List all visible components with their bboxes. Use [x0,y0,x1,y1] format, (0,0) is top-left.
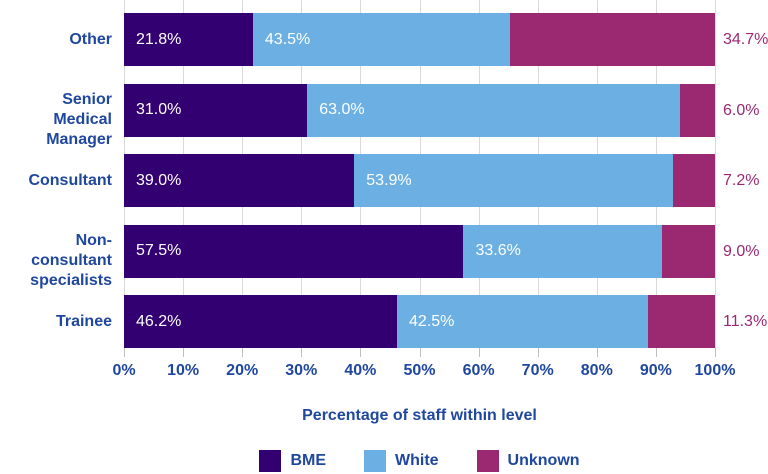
legend-label-white: White [395,452,439,469]
bar-value-label: 33.6% [475,242,521,259]
bar-segment-white-consultant: 53.9% [354,154,673,207]
axis-tick [655,348,657,357]
category-label-line: Manager [46,131,112,148]
bar-value-label: 21.8% [136,30,182,48]
outside-value-label: 34.7% [723,31,768,48]
outside-value-label: 6.0% [723,101,760,119]
bar-value-label: 53.9% [366,171,412,189]
x-tick-label: 0% [112,362,136,379]
axis-tick [360,348,362,357]
x-tick-label: 30% [285,362,318,379]
gridline [715,0,716,348]
bar-value-label: 39.0% [136,171,182,189]
category-label-trainee: Trainee [0,312,112,332]
bar-row-trainee: 46.2% 42.5% [124,295,715,348]
bar-value-label: 31.0% [136,101,182,118]
legend-label-unknown: Unknown [507,452,580,469]
x-tick-label: 20% [226,362,259,379]
category-label-line: Trainee [55,312,112,330]
axis-tick [301,348,303,357]
bar-row-senior-medical-manager: 31.0% 63.0% [124,83,715,137]
outside-value-label: 7.2% [723,172,760,189]
bar-segment-bme-other: 21.8% [124,13,253,66]
bar-segment-unknown-senior-medical-manager [679,83,715,137]
category-label-line: Senior Medical [53,91,112,128]
category-label-line: specialists [30,272,112,289]
bar-segment-white-non-consultant-specialists: 33.6% [463,224,662,278]
legend-label-bme: BME [290,452,326,469]
bar-row-consultant: 39.0% 53.9% [124,154,715,207]
bar-segment-bme-non-consultant-specialists: 57.5% [124,224,464,278]
bar-value-label: 57.5% [136,242,182,259]
bar-segment-white-other: 43.5% [252,13,510,66]
outside-value-label: 11.3% [723,313,768,330]
bar-row-other: 21.8% 43.5% [124,13,715,66]
x-tick-label: 40% [344,362,377,379]
bar-segment-unknown-consultant [672,154,715,207]
bar-value-label: 42.5% [409,312,455,330]
axis-tick [478,348,480,357]
bar-segment-white-senior-medical-manager: 63.0% [307,83,680,137]
x-axis-title: Percentage of staff within level [302,407,537,424]
bar-segment-unknown-trainee [648,295,715,348]
legend-item-bme: BME [259,450,326,472]
outside-value-label: 9.0% [723,242,760,260]
x-tick-label: 50% [403,362,436,379]
axis-tick [183,348,185,357]
x-tick-label: 70% [521,362,554,379]
bar-value-label: 46.2% [136,312,182,330]
legend: BME White Unknown [124,450,715,472]
category-label-line: Non-consultant [31,232,112,269]
x-tick-label: 80% [580,362,613,379]
legend-swatch-bme [259,450,282,472]
x-tick-label: 10% [167,362,200,379]
axis-tick [596,348,598,357]
bar-value-label: 63.0% [319,101,365,118]
bar-segment-unknown-other [509,13,715,66]
axis-tick [124,348,125,357]
legend-swatch-white [364,450,386,472]
category-label-consultant: Consultant [0,171,112,191]
legend-item-white: White [364,450,439,472]
bar-segment-bme-senior-medical-manager: 31.0% [124,83,308,137]
axis-tick [715,348,716,357]
bar-segment-white-trainee: 42.5% [397,295,649,348]
bar-value-label: 43.5% [264,30,311,48]
category-label-senior-medical-manager: Senior Medical Manager [0,90,112,150]
bar-segment-bme-trainee: 46.2% [124,295,398,348]
category-label-non-consultant-specialists: Non-consultant specialists [0,231,112,291]
bar-segment-unknown-non-consultant-specialists [661,224,715,278]
category-label-line: Other [69,30,112,48]
legend-item-unknown: Unknown [476,450,580,472]
category-label-other: Other [0,30,112,50]
category-label-line: Consultant [28,171,112,189]
axis-tick [537,348,539,357]
x-tick-label: 100% [694,362,736,379]
bar-segment-bme-consultant: 39.0% [124,154,355,207]
x-tick-label: 60% [462,362,495,379]
legend-swatch-unknown [476,450,499,472]
axis-tick [242,348,244,357]
x-tick-label: 90% [639,362,672,379]
bar-row-non-consultant-specialists: 57.5% 33.6% [124,224,715,278]
axis-tick [419,348,421,357]
